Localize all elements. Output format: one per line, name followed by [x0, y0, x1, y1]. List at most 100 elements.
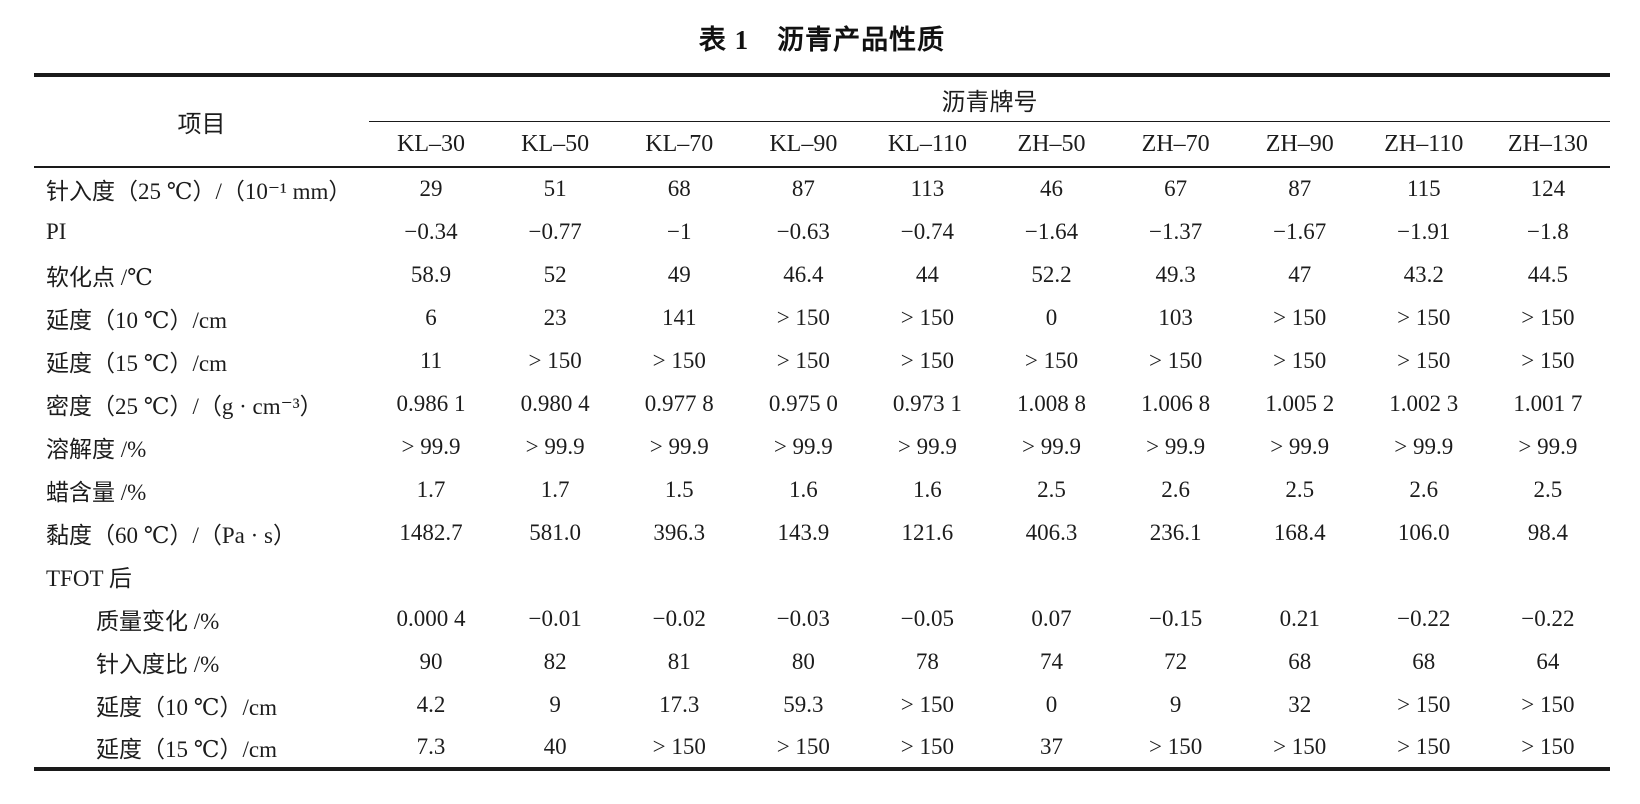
cell-value: 106.0: [1397, 519, 1450, 545]
cell-value: 103: [1158, 304, 1193, 330]
cell-value: > 150: [900, 347, 955, 373]
cell-value: > 99.9: [1270, 433, 1330, 459]
cell-value: 47: [1288, 261, 1312, 287]
cell-value: [1238, 554, 1362, 597]
table-row: 质量变化 /% 0.000 4 −0.01 −0.02 −0.03 −0.05 0.07 −0…: [34, 597, 1610, 640]
cell-value: −1.91: [1397, 218, 1451, 244]
cell-value: 23: [543, 304, 567, 330]
cell-value: 52: [543, 261, 567, 287]
row-label: 蜡含量 /%: [46, 479, 147, 505]
column-header-item: 项目: [34, 75, 369, 168]
cell-value: > 150: [1521, 347, 1575, 373]
group-header-row: 项目 沥青牌号: [34, 75, 1610, 168]
cell-value: 0.975 0: [768, 390, 838, 416]
cell-value: 406.3: [1025, 519, 1078, 545]
cell-value: 46.4: [783, 261, 824, 287]
cell-value: 0.973 1: [892, 390, 962, 416]
cell-value: [1114, 554, 1238, 597]
cell-value: 68: [1288, 648, 1312, 674]
cell-value: 1.001 7: [1513, 390, 1583, 416]
cell-value: 121.6: [901, 519, 954, 545]
cell-value: −0.63: [776, 218, 830, 244]
cell-value: [741, 554, 865, 597]
grade-column-header: ZH–70: [1113, 121, 1238, 168]
cell-value: 67: [1164, 176, 1188, 201]
cell-value: [493, 554, 617, 597]
cell-value: −0.05: [900, 605, 955, 631]
cell-value: 49.3: [1155, 261, 1196, 287]
cell-value: > 150: [1148, 733, 1203, 759]
row-label: 溶解度 /%: [46, 436, 147, 462]
grade-header-row: KL–30 KL–50 KL–70 KL–90 KL–110 ZH–50 ZH–70 ZH–9…: [34, 121, 1610, 168]
row-label: 软化点 /℃: [46, 264, 153, 290]
cell-value: > 150: [1521, 733, 1575, 759]
cell-value: 87: [791, 176, 815, 201]
cell-value: [369, 554, 493, 597]
cell-value: 581.0: [529, 519, 582, 545]
cell-value: 396.3: [653, 519, 706, 545]
cell-value: −0.15: [1148, 605, 1203, 631]
cell-value: 0.000 4: [396, 605, 466, 631]
cell-value: −0.77: [528, 218, 582, 244]
cell-value: 115: [1406, 176, 1441, 201]
cell-value: [865, 554, 989, 597]
cell-value: 82: [543, 648, 567, 674]
grade-column-header: ZH–50: [989, 121, 1114, 168]
cell-value: 9: [549, 691, 561, 717]
cell-value: > 99.9: [401, 433, 461, 459]
cell-value: 74: [1040, 648, 1064, 674]
cell-value: > 150: [776, 304, 830, 330]
table-row: 蜡含量 /% 1.7 1.7 1.5 1.6 1.6 2.5 2.6 2.5 2.6 2.5: [34, 468, 1610, 511]
row-label: 黏度（60 ℃）/（Pa · s）: [46, 522, 296, 548]
row-label: 针入度比 /%: [96, 651, 220, 677]
cell-value: > 99.9: [1022, 433, 1081, 459]
cell-value: −0.74: [900, 218, 955, 244]
table-body: 针入度（25 ℃）/（10⁻¹ mm） 29 51 68 87 113 46 67 87 115 1…: [34, 167, 1610, 769]
cell-value: > 150: [1397, 733, 1451, 759]
cell-value: > 99.9: [525, 433, 585, 459]
table-row: 针入度（25 ℃）/（10⁻¹ mm） 29 51 68 87 113 46 67 87 115 1…: [34, 167, 1610, 210]
grade-column-header: KL–110: [865, 121, 990, 168]
cell-value: [989, 554, 1113, 597]
cell-value: 1.006 8: [1141, 390, 1211, 416]
cell-value: 1.008 8: [1017, 390, 1087, 416]
row-label: TFOT 后: [46, 565, 132, 591]
cell-value: −0.03: [776, 605, 830, 631]
row-label: 延度（10 ℃）/cm: [46, 307, 227, 333]
cell-value: 11: [419, 347, 443, 373]
cell-value: 90: [419, 648, 443, 674]
cell-value: 46: [1040, 176, 1064, 201]
cell-value: −1: [666, 218, 692, 244]
grade-column-header: ZH–110: [1361, 121, 1486, 168]
cell-value: 0.986 1: [396, 390, 466, 416]
cell-value: > 150: [652, 347, 706, 373]
table-row: 延度（15 ℃）/cm 11 > 150 > 150 > 150 > 150 > 150 > …: [34, 339, 1610, 382]
cell-value: 80: [791, 648, 815, 674]
cell-value: −1.64: [1024, 218, 1079, 244]
table-row: 针入度比 /% 90 82 81 80 78 74 72 68 68 64: [34, 640, 1610, 683]
cell-value: > 150: [1273, 733, 1327, 759]
cell-value: 0.977 8: [644, 390, 714, 416]
cell-value: > 150: [652, 733, 706, 759]
cell-value: −1.8: [1527, 218, 1569, 244]
grade-column-header: ZH–130: [1485, 121, 1610, 168]
asphalt-properties-table: 项目 沥青牌号 KL–30 KL–50 KL–70 KL–90 KL–110 ZH–50 Z…: [34, 73, 1610, 771]
table-row: 延度（10 ℃）/cm 4.2 9 17.3 59.3 > 150 0 9 32 > 150 > 1…: [34, 683, 1610, 726]
cell-value: > 150: [1148, 347, 1203, 373]
cell-value: 59.3: [783, 691, 824, 717]
cell-value: > 150: [1024, 347, 1079, 373]
table-row: 延度（10 ℃）/cm 6 23 141 > 150 > 150 0 103 > 150 > 15…: [34, 296, 1610, 339]
cell-value: 2.5: [1533, 476, 1563, 502]
cell-value: > 99.9: [649, 433, 709, 459]
cell-value: > 150: [528, 347, 582, 373]
cell-value: 1.5: [664, 476, 694, 502]
grade-column-header: KL–90: [741, 121, 866, 168]
cell-value: 37: [1040, 733, 1064, 759]
cell-value: 141: [661, 304, 697, 330]
cell-value: 168.4: [1273, 519, 1326, 545]
cell-value: 7.3: [416, 733, 446, 759]
cell-value: 68: [1412, 648, 1436, 674]
table-row: 软化点 /℃ 58.9 52 49 46.4 44 52.2 49.3 47 43.2 44.5: [34, 253, 1610, 296]
cell-value: 51: [543, 176, 567, 201]
